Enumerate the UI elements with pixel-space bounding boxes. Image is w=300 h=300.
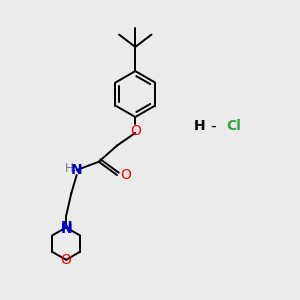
Text: O: O <box>61 253 71 267</box>
Text: H: H <box>194 119 206 134</box>
Text: H: H <box>65 162 74 175</box>
Text: -: - <box>210 119 216 134</box>
Text: O: O <box>121 168 131 182</box>
Text: Cl: Cl <box>226 119 242 134</box>
Text: O: O <box>130 124 141 138</box>
Text: N: N <box>60 222 72 236</box>
Text: N: N <box>71 163 82 177</box>
Text: N: N <box>60 220 72 234</box>
